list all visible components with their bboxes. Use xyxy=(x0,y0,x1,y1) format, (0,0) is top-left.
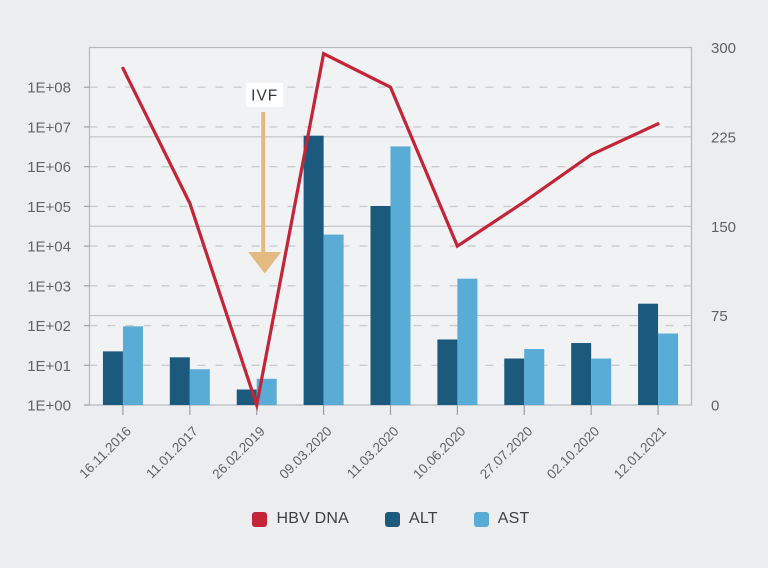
x-axis-date-label: 10.06.2020 xyxy=(410,424,468,482)
y-axis-right-label: 150 xyxy=(711,219,736,236)
legend-label-alt: ALT xyxy=(409,510,438,527)
x-axis-date-label: 16.11.2016 xyxy=(76,424,134,482)
x-axis: 16.11.2016 11.01.2017 26.02.2019 09.03.2020… xyxy=(76,405,669,482)
hbv-dna-swatch-icon xyxy=(252,511,268,527)
y-axis-left-label: 1E+01 xyxy=(27,358,71,375)
x-axis-date-label: 11.03.2020 xyxy=(344,424,402,482)
ivf-label: IVF xyxy=(251,88,278,105)
x-axis-date-label: 27.07.2020 xyxy=(477,424,535,482)
ast-swatch-icon xyxy=(473,511,489,527)
ast-bar xyxy=(591,358,612,405)
y-axis-left-label: 1E+05 xyxy=(27,199,71,216)
ast-bar xyxy=(189,369,210,405)
ivf-label-box xyxy=(246,83,284,107)
ast-bars xyxy=(122,146,679,406)
alt-bar xyxy=(504,358,525,405)
alt-swatch-icon xyxy=(385,511,401,527)
x-axis-date-label: 11.01.2017 xyxy=(143,424,201,482)
legend-item-ast[interactable]: AST xyxy=(473,510,530,528)
y-axis-right: 0 75 150 225 300 xyxy=(711,40,736,415)
y-axis-left-label: 1E+02 xyxy=(27,318,71,335)
y-axis-right-label: 75 xyxy=(711,308,728,325)
ast-bar xyxy=(122,326,143,405)
y-axis-left-label: 1E+08 xyxy=(27,80,71,97)
legend-item-hbv-dna[interactable]: HBV DNA xyxy=(252,510,349,528)
alt-bar xyxy=(370,205,391,405)
x-axis-date-label: 26.02.2019 xyxy=(209,424,267,482)
alt-bar xyxy=(571,343,592,405)
legend-label-hbv-dna: HBV DNA xyxy=(276,510,350,527)
legend-item-alt[interactable]: ALT xyxy=(385,510,438,528)
legend: HBV DNA ALT AST xyxy=(90,510,692,528)
y-axis-left-label: 1E+00 xyxy=(27,398,71,415)
ast-bar xyxy=(390,146,411,406)
ast-bar xyxy=(323,234,344,405)
alt-bar xyxy=(169,357,190,405)
y-axis-left-label: 1E+07 xyxy=(27,119,71,136)
y-axis-left-label: 1E+03 xyxy=(27,278,71,295)
hbv-dna-line xyxy=(121,51,660,412)
alt-bars xyxy=(102,135,659,405)
ast-bar xyxy=(457,278,478,405)
alt-bar xyxy=(303,135,324,405)
alt-bar xyxy=(638,303,659,405)
ast-bar xyxy=(524,348,545,405)
y-axis-left: 1E+00 1E+01 1E+02 1E+03 1E+04 1E+05 1E+06 1E+07… xyxy=(27,80,90,415)
y-axis-right-label: 225 xyxy=(711,129,736,146)
y-axis-left-label: 1E+06 xyxy=(27,159,71,176)
ivf-annotation: IVF xyxy=(246,83,284,274)
alt-bar xyxy=(102,351,123,405)
x-axis-date-label: 02.10.2020 xyxy=(544,424,602,482)
y-axis-left-label: 1E+04 xyxy=(27,239,71,256)
legend-label-ast: AST xyxy=(497,510,530,527)
ivf-arrow-head-icon xyxy=(248,252,282,274)
x-axis-date-label: 12.01.2021 xyxy=(611,424,669,482)
ast-bar xyxy=(658,333,679,405)
x-axis-date-label: 09.03.2020 xyxy=(276,424,334,482)
ivf-arrow-shaft xyxy=(261,112,266,252)
y-axis-right-label: 0 xyxy=(711,398,719,415)
alt-bar xyxy=(437,339,458,405)
y-axis-right-label: 300 xyxy=(711,40,736,57)
